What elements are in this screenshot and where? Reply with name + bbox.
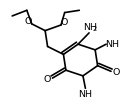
Text: O: O [44,74,51,83]
Text: NH: NH [78,89,92,98]
Text: O: O [60,18,68,27]
Text: O: O [112,67,120,76]
Text: NH: NH [105,39,119,48]
Text: 2: 2 [93,26,97,32]
Text: NH: NH [83,23,97,32]
Text: O: O [25,17,32,26]
